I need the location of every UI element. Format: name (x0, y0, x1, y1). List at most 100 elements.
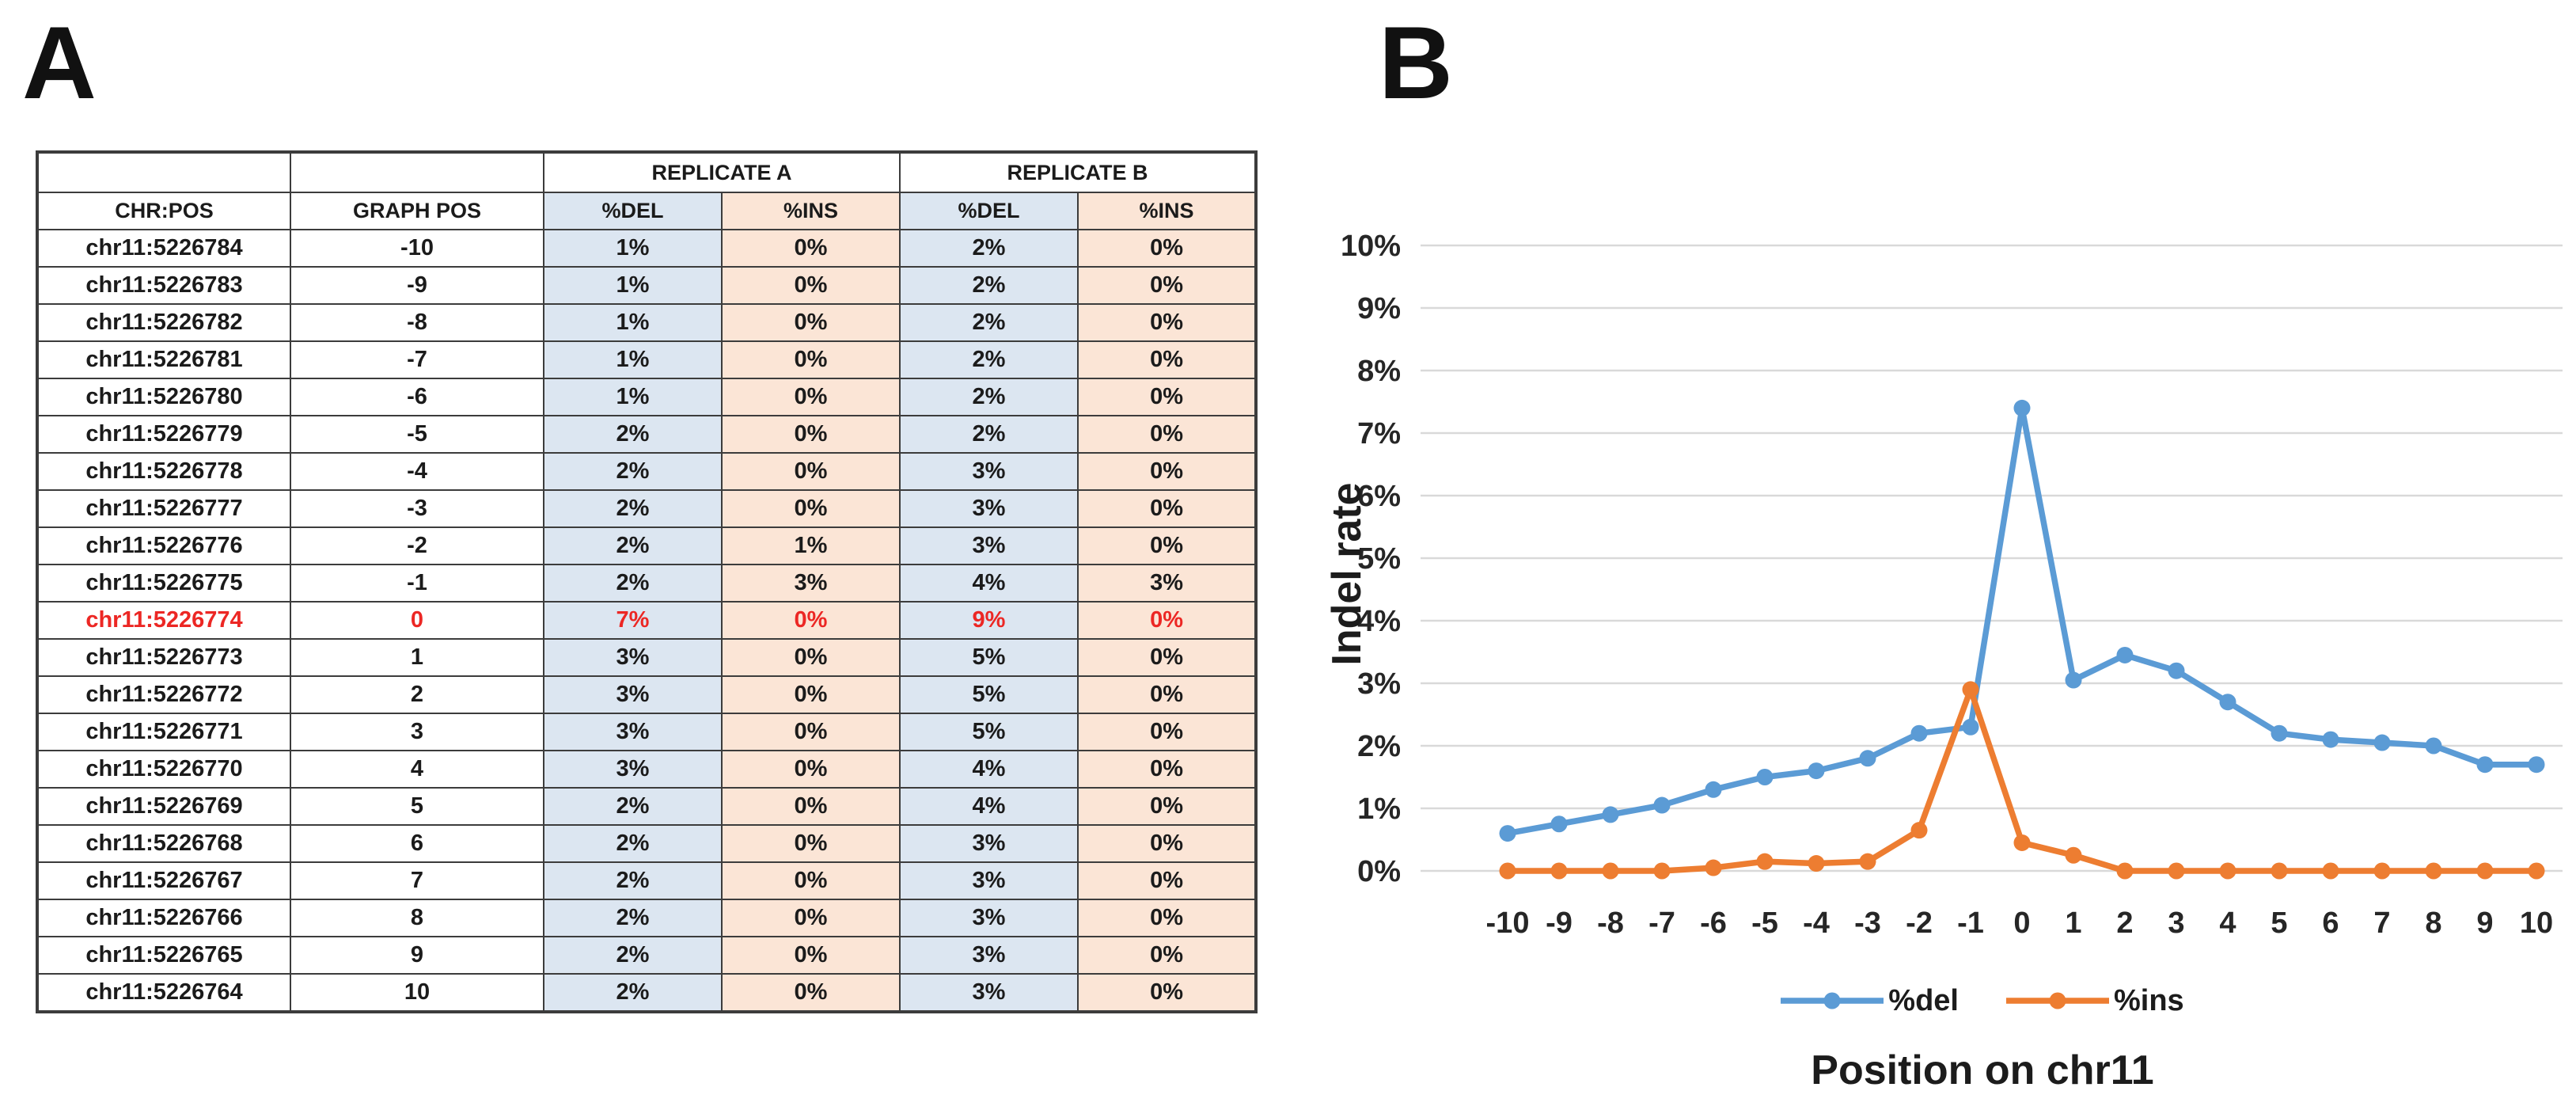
cell-a-del: 2% (543, 564, 723, 603)
panel-b-label: B (1379, 5, 1453, 120)
cell-b-del: 4% (899, 564, 1079, 603)
cell-graph-pos: 5 (290, 787, 544, 826)
series-marker-%del (1653, 796, 1671, 814)
cell-a-ins: 0% (720, 899, 901, 937)
cell-chr-pos: chr11:5226784 (36, 229, 291, 268)
x-tick-label: -3 (1854, 907, 1881, 940)
series-marker-%ins (1808, 855, 1825, 872)
cell-b-ins: 0% (1077, 489, 1258, 528)
cell-a-del: 1% (543, 266, 723, 305)
cell-a-del: 2% (543, 899, 723, 937)
cell-b-del: 3% (899, 936, 1079, 975)
cell-b-del: 3% (899, 452, 1079, 491)
table-row: chr11:5226769 5 2% 0% 4% 0% (36, 787, 1258, 826)
column-header: %INS (1077, 192, 1258, 230)
cell-a-del: 2% (543, 526, 723, 565)
cell-b-del: 2% (899, 378, 1079, 416)
x-tick-label: 2 (2116, 907, 2133, 940)
table-row: chr11:5226782 -8 1% 0% 2% 0% (36, 303, 1258, 342)
cell-chr-pos: chr11:5226776 (36, 526, 291, 565)
cell-a-del: 2% (543, 824, 723, 863)
panel-a-label: A (22, 5, 97, 120)
table-row: chr11:5226765 9 2% 0% 3% 0% (36, 936, 1258, 975)
x-tick-label: -9 (1546, 907, 1573, 940)
cell-graph-pos: -1 (290, 564, 544, 603)
series-marker-%ins (2116, 862, 2134, 880)
series-marker-%ins (2373, 862, 2391, 880)
series-marker-%ins (1859, 853, 1876, 870)
y-tick-label: 3% (1357, 667, 1401, 701)
series-marker-%ins (1602, 862, 1619, 880)
legend-swatch-icon (1781, 992, 1884, 1009)
series-marker-%ins (2528, 862, 2545, 880)
cell-a-del: 7% (543, 601, 723, 640)
cell-graph-pos: -2 (290, 526, 544, 565)
series-marker-%del (2013, 399, 2031, 416)
table-row: chr11:5226770 4 3% 0% 4% 0% (36, 750, 1258, 789)
cell-chr-pos: chr11:5226774 (36, 601, 291, 640)
table-row: chr11:5226774 0 7% 0% 9% 0% (36, 601, 1258, 640)
x-tick-label: 8 (2425, 907, 2441, 940)
series-marker-%ins (1653, 862, 1671, 880)
table-row: chr11:5226784 -10 1% 0% 2% 0% (36, 229, 1258, 268)
cell-a-ins: 0% (720, 229, 901, 268)
cell-chr-pos: chr11:5226775 (36, 564, 291, 603)
cell-b-ins: 0% (1077, 638, 1258, 677)
table-row: chr11:5226776 -2 2% 1% 3% 0% (36, 526, 1258, 565)
cell-b-del: 9% (899, 601, 1079, 640)
group-header-row: REPLICATE A REPLICATE B (36, 151, 1258, 193)
cell-b-ins: 0% (1077, 973, 1258, 1013)
cell-chr-pos: chr11:5226771 (36, 713, 291, 751)
x-tick-label: -10 (1486, 907, 1530, 940)
cell-chr-pos: chr11:5226767 (36, 861, 291, 900)
legend-item-%ins: %ins (2006, 984, 2184, 1018)
cell-b-ins: 0% (1077, 750, 1258, 789)
cell-b-ins: 0% (1077, 601, 1258, 640)
cell-b-ins: 0% (1077, 787, 1258, 826)
series-marker-%ins (2013, 834, 2031, 851)
column-header: %DEL (543, 192, 723, 230)
table-row: chr11:5226771 3 3% 0% 5% 0% (36, 713, 1258, 751)
series-marker-%del (1808, 762, 1825, 780)
column-header: %DEL (899, 192, 1079, 230)
cell-graph-pos: 4 (290, 750, 544, 789)
x-tick-label: -1 (1957, 907, 1984, 940)
cell-a-ins: 1% (720, 526, 901, 565)
x-tick-label: -2 (1906, 907, 1933, 940)
x-tick-label: -7 (1648, 907, 1675, 940)
cell-a-del: 3% (543, 638, 723, 677)
y-tick-label: 4% (1357, 605, 1401, 638)
cell-a-del: 2% (543, 452, 723, 491)
cell-a-del: 3% (543, 675, 723, 714)
table-body: chr11:5226784 -10 1% 0% 2% 0% chr11:5226783 -9 1… (36, 229, 1258, 1013)
cell-b-ins: 0% (1077, 303, 1258, 342)
y-tick-label: 2% (1357, 730, 1401, 763)
group-header (290, 151, 544, 193)
cell-b-del: 5% (899, 675, 1079, 714)
series-marker-%del (2476, 756, 2494, 774)
series-marker-%del (1962, 718, 1979, 736)
y-tick-label: 0% (1357, 855, 1401, 888)
cell-graph-pos: 2 (290, 675, 544, 714)
cell-a-del: 2% (543, 415, 723, 454)
cell-chr-pos: chr11:5226782 (36, 303, 291, 342)
chart-legend: %del %ins (1421, 980, 2544, 1021)
series-marker-%del (1910, 724, 1928, 742)
x-tick-label: 6 (2322, 907, 2339, 940)
series-marker-%ins (1499, 862, 1516, 880)
cell-a-del: 2% (543, 861, 723, 900)
series-marker-%del (1499, 825, 1516, 842)
cell-b-ins: 0% (1077, 675, 1258, 714)
series-marker-%del (1602, 806, 1619, 823)
series-marker-%del (2116, 646, 2134, 663)
cell-graph-pos: 6 (290, 824, 544, 863)
x-tick-label: 1 (2065, 907, 2081, 940)
cell-a-ins: 0% (720, 601, 901, 640)
cell-a-del: 1% (543, 229, 723, 268)
cell-chr-pos: chr11:5226770 (36, 750, 291, 789)
cell-a-ins: 0% (720, 638, 901, 677)
cell-a-del: 2% (543, 936, 723, 975)
group-header: REPLICATE A (542, 151, 901, 193)
cell-graph-pos: 8 (290, 899, 544, 937)
x-tick-label: 7 (2373, 907, 2390, 940)
